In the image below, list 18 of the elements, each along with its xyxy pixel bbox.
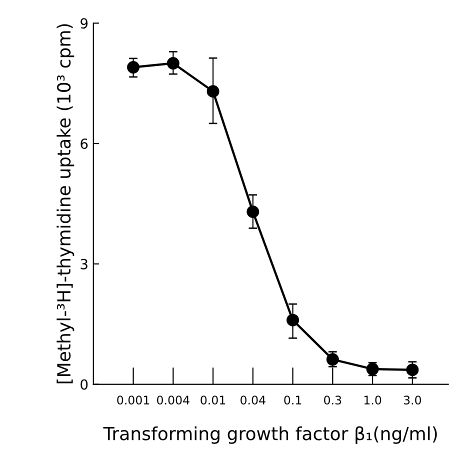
x-tick-label: 0.3 [324,396,342,405]
x-tick-label: 0.1 [284,396,302,405]
y-tick-label: 9 [80,18,88,29]
x-axis-title: Transforming growth factor β₁(ng/ml) [103,426,437,444]
x-tick-label: 0.001 [117,396,150,405]
x-tick-label: 0.04 [240,396,266,405]
point [166,57,180,70]
point [206,85,220,98]
x-tick-label: 3.0 [404,396,422,405]
point [406,364,419,376]
y-tick-label: 3 [80,258,88,270]
y-tick-label: 6 [80,138,88,150]
x-tick-label: 0.004 [157,396,190,405]
point [246,205,260,218]
x-tick-label: 1.0 [364,396,382,405]
x-tick-label: 0.01 [200,396,226,405]
y-tick-label: 0 [80,379,88,390]
y-axis-title: [Methyl-³H]-thymidine uptake (10³ cpm) [56,24,74,384]
